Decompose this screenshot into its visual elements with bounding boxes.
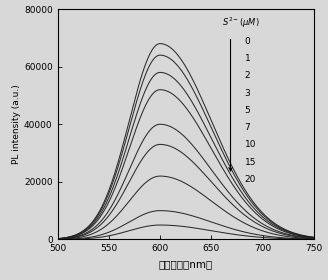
Text: 1: 1 <box>245 54 250 63</box>
Text: 10: 10 <box>245 140 256 149</box>
Text: $S^{2-}$$(\mu M)$: $S^{2-}$$(\mu M)$ <box>221 16 259 30</box>
Text: 20: 20 <box>245 175 256 184</box>
Y-axis label: PL intensity (a.u.): PL intensity (a.u.) <box>12 84 21 164</box>
Text: 7: 7 <box>245 123 250 132</box>
X-axis label: 激发波长（nm）: 激发波长（nm） <box>158 259 213 269</box>
Text: 2: 2 <box>245 71 250 80</box>
Text: 5: 5 <box>245 106 250 115</box>
Text: 0: 0 <box>245 37 250 46</box>
Text: 3: 3 <box>245 88 250 97</box>
Text: 15: 15 <box>245 158 256 167</box>
